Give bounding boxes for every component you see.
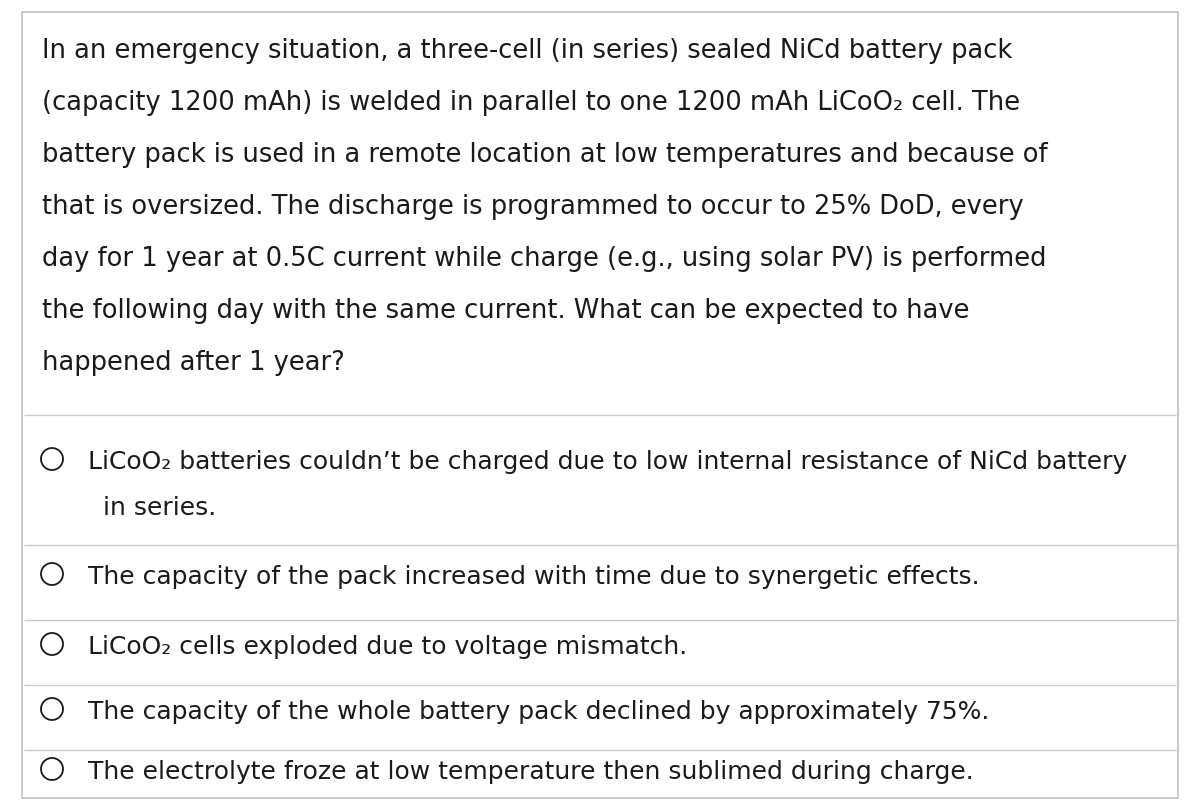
Text: battery pack is used in a remote location at low temperatures and because of: battery pack is used in a remote locatio… xyxy=(42,142,1048,168)
Text: The capacity of the whole battery pack declined by approximately 75%.: The capacity of the whole battery pack d… xyxy=(88,700,989,724)
Text: LiCoO₂ batteries couldn’t be charged due to low internal resistance of NiCd batt: LiCoO₂ batteries couldn’t be charged due… xyxy=(88,450,1127,474)
Text: The electrolyte froze at low temperature then sublimed during charge.: The electrolyte froze at low temperature… xyxy=(88,760,973,784)
Text: happened after 1 year?: happened after 1 year? xyxy=(42,350,344,376)
Text: LiCoO₂ cells exploded due to voltage mismatch.: LiCoO₂ cells exploded due to voltage mis… xyxy=(88,635,688,659)
Text: In an emergency situation, a three-cell (in series) sealed NiCd battery pack: In an emergency situation, a three-cell … xyxy=(42,38,1013,64)
Text: The capacity of the pack increased with time due to synergetic effects.: The capacity of the pack increased with … xyxy=(88,565,979,589)
Text: in series.: in series. xyxy=(103,496,216,520)
Text: (capacity 1200 mAh) is welded in parallel to one 1200 mAh LiCoO₂ cell. The: (capacity 1200 mAh) is welded in paralle… xyxy=(42,90,1020,116)
Text: the following day with the same current. What can be expected to have: the following day with the same current.… xyxy=(42,298,970,324)
Text: day for 1 year at 0.5C current while charge (e.g., using solar PV) is performed: day for 1 year at 0.5C current while cha… xyxy=(42,246,1046,272)
Text: that is oversized. The discharge is programmed to occur to 25% DoD, every: that is oversized. The discharge is prog… xyxy=(42,194,1024,220)
